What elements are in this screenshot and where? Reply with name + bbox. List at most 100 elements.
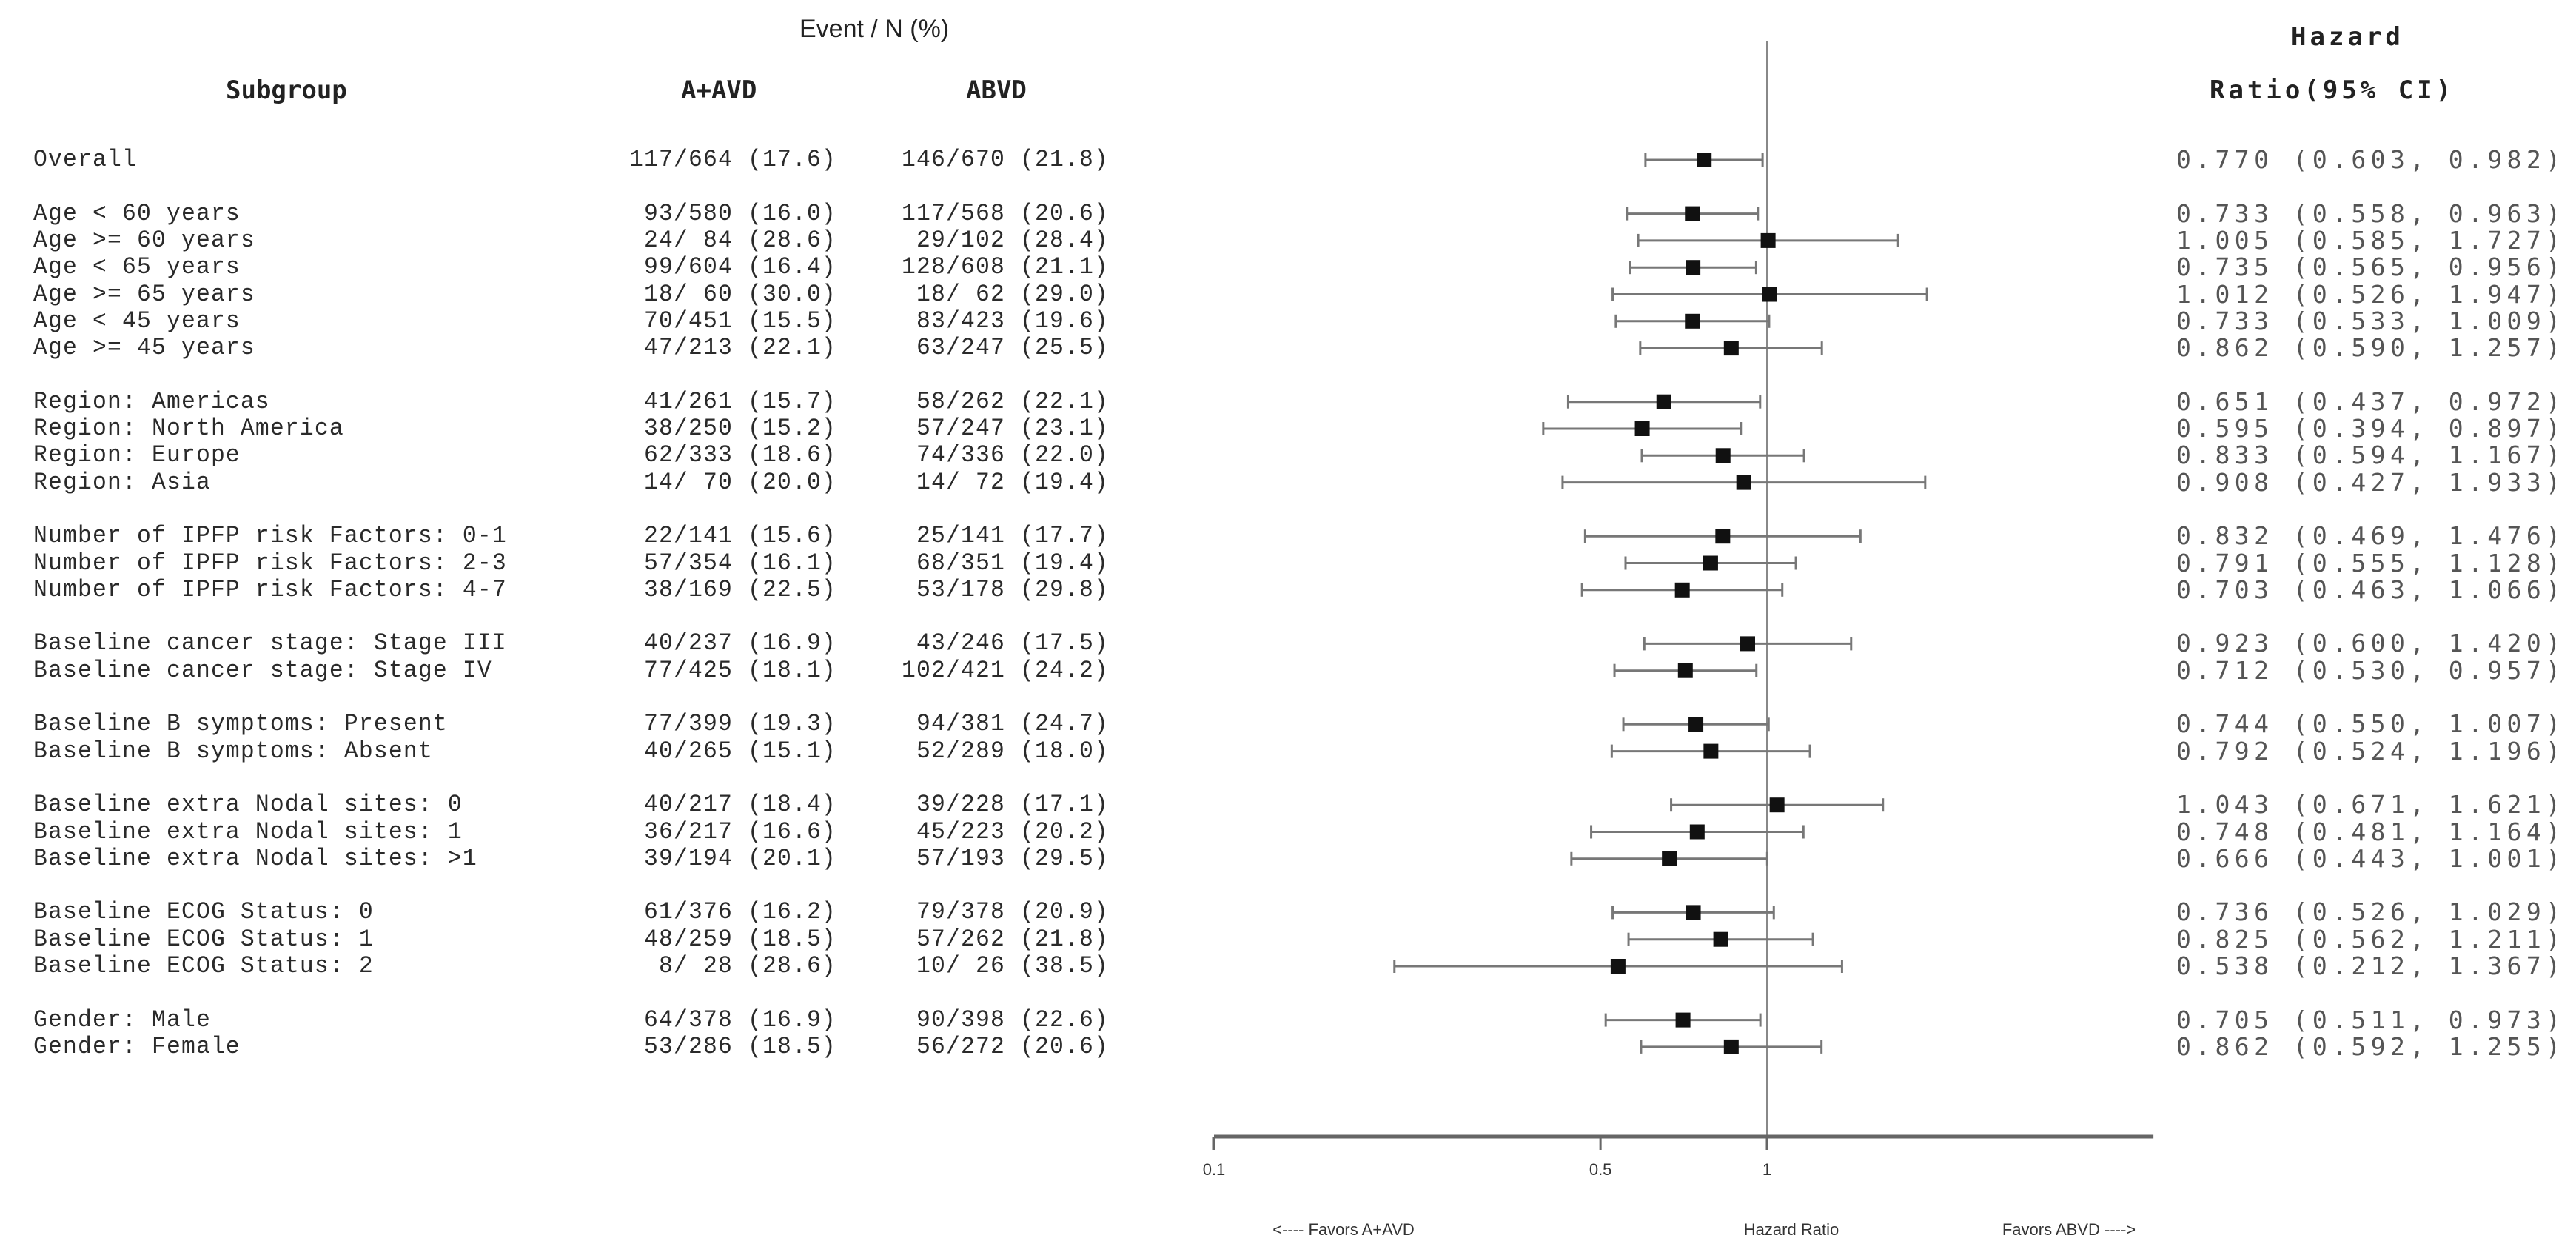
a-avd-events: 38/169 (22.5) [629,575,836,603]
hazard-ratio-ci: 0.666 (0.443, 1.001) [2176,843,2566,873]
a-avd-events: 64/378 (16.9) [629,1005,836,1034]
abvd-events: 39/228 (17.1) [902,791,1109,819]
subgroup-label: Region: Asia [33,468,211,496]
subgroup-label: Baseline B symptoms: Present [33,710,448,738]
hazard-ratio-marker [1715,448,1731,463]
abvd-events: 102/421 (24.2) [902,656,1109,684]
hazard-ratio-ci: 1.005 (0.585, 1.727) [2176,225,2566,255]
subgroup-label: Region: North America [33,415,344,442]
hr-header-line1: Hazard [2291,22,2404,52]
hr-header-line2: Ratio(95% CI) [2210,76,2455,105]
abvd-events: 94/381 (24.7) [902,710,1109,738]
x-axis-label: Hazard Ratio [1744,1220,1839,1239]
a-avd-events: 57/354 (16.1) [629,549,836,577]
abvd-events: 57/193 (29.5) [902,844,1109,872]
hazard-ratio-marker [1685,313,1700,329]
hazard-ratio-marker [1675,1012,1691,1028]
hazard-ratio-marker [1713,931,1728,947]
abvd-events: 74/336 (22.0) [902,441,1109,469]
subgroup-label: Region: Americas [33,387,270,415]
subgroup-label: Age >= 65 years [33,280,255,308]
abvd-events: 68/351 (19.4) [902,549,1109,577]
a-avd-events: 77/425 (18.1) [629,656,836,684]
hazard-ratio-ci: 0.791 (0.555, 1.128) [2176,548,2566,578]
a-avd-events: 24/ 84 (28.6) [629,226,836,254]
abvd-events: 56/272 (20.6) [902,1032,1109,1060]
hazard-ratio-ci: 0.923 (0.600, 1.420) [2176,629,2566,658]
hazard-ratio-marker [1662,851,1677,866]
hazard-ratio-marker [1769,797,1785,813]
abvd-events: 117/568 (20.6) [902,199,1109,227]
abvd-header: ABVD [966,76,1027,105]
a-avd-events: 93/580 (16.0) [629,199,836,227]
hazard-ratio-marker [1736,475,1751,490]
hazard-ratio-marker [1634,421,1650,436]
hazard-ratio-ci: 1.043 (0.671, 1.621) [2176,790,2566,820]
subgroup-label: Gender: Male [33,1005,211,1034]
abvd-events: 53/178 (29.8) [902,575,1109,603]
subgroup-label: Gender: Female [33,1032,241,1060]
hazard-ratio-marker [1610,959,1626,974]
abvd-events: 29/102 (28.4) [902,226,1109,254]
subgroup-label: Number of IPFP risk Factors: 0-1 [33,522,507,550]
hazard-ratio-marker [1740,636,1756,652]
hazard-ratio-ci: 0.736 (0.526, 1.029) [2176,897,2566,927]
hazard-ratio-ci: 0.748 (0.481, 1.164) [2176,817,2566,846]
subgroup-label: Age < 60 years [33,199,241,227]
a-avd-events: 62/333 (18.6) [629,441,836,469]
hazard-ratio-marker [1689,824,1705,840]
hazard-ratio-marker [1723,341,1739,356]
a-avd-events: 99/604 (16.4) [629,253,836,281]
abvd-events: 43/246 (17.5) [902,629,1109,657]
hazard-ratio-ci: 0.705 (0.511, 0.973) [2176,1005,2566,1034]
hazard-ratio-ci: 0.538 (0.212, 1.367) [2176,951,2566,980]
event-n-header: Event / N (%) [799,15,950,43]
a-avd-events: 117/664 (17.6) [629,146,836,173]
hazard-ratio-ci: 0.792 (0.524, 1.196) [2176,736,2566,766]
hazard-ratio-marker [1715,529,1731,544]
hazard-ratio-ci: 0.733 (0.533, 1.009) [2176,306,2566,335]
x-tick-label: 1 [1762,1160,1771,1179]
a-avd-events: 53/286 (18.5) [629,1032,836,1060]
a-avd-events: 70/451 (15.5) [629,307,836,335]
subgroup-label: Age < 65 years [33,253,241,281]
abvd-events: 58/262 (22.1) [902,387,1109,415]
hazard-ratio-ci: 0.744 (0.550, 1.007) [2176,709,2566,739]
subgroup-label: Baseline ECOG Status: 2 [33,952,374,980]
hazard-ratio-marker [1760,232,1776,248]
hazard-ratio-ci: 0.862 (0.592, 1.255) [2176,1031,2566,1061]
a-avd-events: 38/250 (15.2) [629,415,836,442]
abvd-events: 146/670 (21.8) [902,146,1109,173]
x-tick-label: 0.5 [1589,1160,1612,1179]
subgroup-label: Baseline cancer stage: Stage IV [33,656,492,684]
hazard-ratio-ci: 0.832 (0.469, 1.476) [2176,521,2566,551]
hazard-ratio-ci: 0.770 (0.603, 0.982) [2176,145,2566,174]
a-avd-events: 41/261 (15.7) [629,387,836,415]
a-avd-events: 61/376 (16.2) [629,898,836,926]
subgroup-label: Number of IPFP risk Factors: 4-7 [33,575,507,603]
abvd-events: 18/ 62 (29.0) [902,280,1109,308]
hazard-ratio-ci: 0.595 (0.394, 0.897) [2176,414,2566,443]
subgroup-label: Region: Europe [33,441,241,469]
subgroup-label: Overall [33,146,137,173]
a-avd-header: A+AVD [681,76,757,105]
subgroup-label: Baseline ECOG Status: 0 [33,898,374,926]
a-avd-events: 40/237 (16.9) [629,629,836,657]
hazard-ratio-ci: 0.703 (0.463, 1.066) [2176,575,2566,604]
hazard-ratio-marker [1674,582,1690,598]
a-avd-events: 47/213 (22.1) [629,334,836,362]
a-avd-events: 18/ 60 (30.0) [629,280,836,308]
hazard-ratio-marker [1688,717,1704,732]
hazard-ratio-ci: 0.735 (0.565, 0.956) [2176,252,2566,282]
abvd-events: 79/378 (20.9) [902,898,1109,926]
abvd-events: 25/141 (17.7) [902,522,1109,550]
abvd-events: 90/398 (22.6) [902,1005,1109,1034]
hazard-ratio-marker [1723,1039,1739,1054]
favors-abvd-label: Favors ABVD ----> [2002,1220,2136,1239]
abvd-events: 63/247 (25.5) [902,334,1109,362]
hazard-ratio-ci: 0.733 (0.558, 0.963) [2176,198,2566,228]
subgroup-label: Age < 45 years [33,307,241,335]
subgroup-label: Baseline ECOG Status: 1 [33,925,374,953]
subgroup-label: Age >= 45 years [33,334,255,362]
